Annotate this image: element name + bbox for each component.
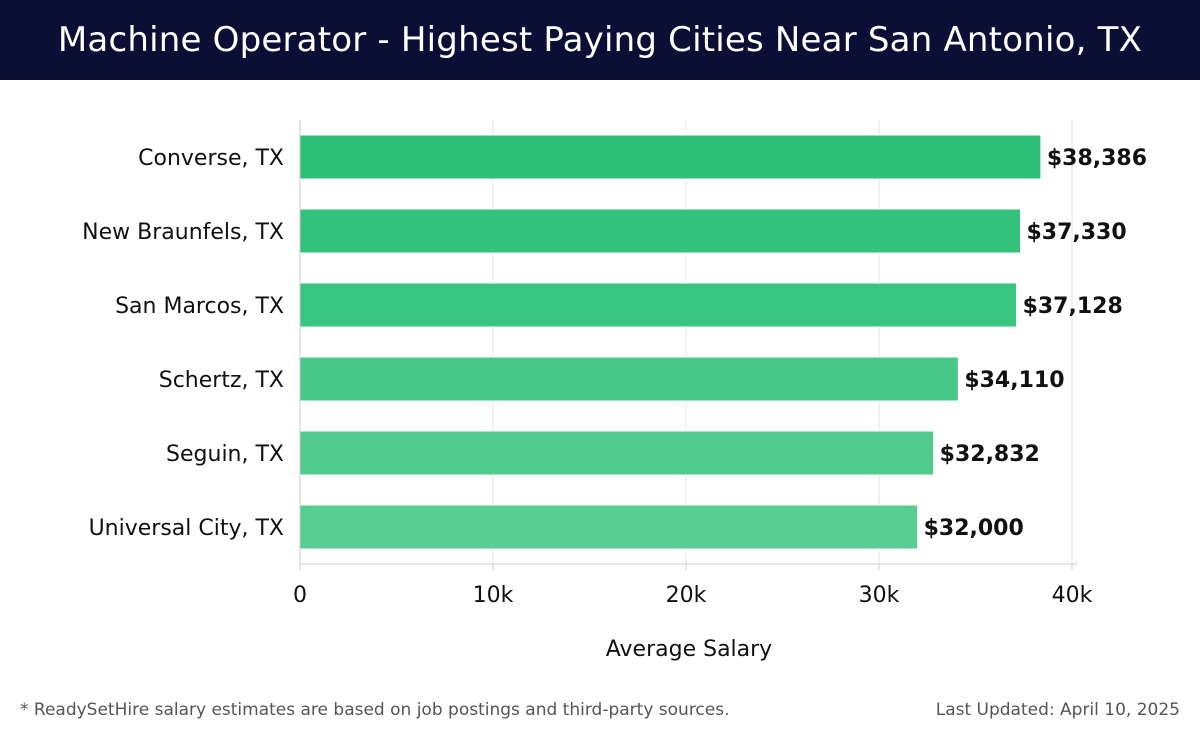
x-tick-label: 10k bbox=[473, 583, 514, 608]
grid-lines bbox=[299, 120, 1073, 564]
labels: Converse, TX $38,386 New Braunfels, TX $37,… bbox=[82, 146, 1147, 541]
chart-svg: 0 10k 20k 30k 40k Average Salary Converse, TX… bbox=[82, 120, 1147, 662]
footer-note: * ReadySetHire salary estimates are base… bbox=[20, 700, 730, 720]
value-label: $37,330 bbox=[1026, 220, 1126, 245]
x-tick-label: 30k bbox=[859, 583, 900, 608]
category-label: New Braunfels, TX bbox=[82, 220, 284, 245]
x-tick-label: 0 bbox=[293, 583, 307, 608]
last-updated: Last Updated: April 10, 2025 bbox=[935, 700, 1180, 720]
value-label: $32,832 bbox=[940, 442, 1040, 467]
bars bbox=[299, 134, 1042, 550]
chart-title: Machine Operator - Highest Paying Cities… bbox=[57, 20, 1143, 60]
value-label: $37,128 bbox=[1023, 294, 1123, 319]
category-label: San Marcos, TX bbox=[115, 294, 284, 319]
bar bbox=[299, 356, 959, 402]
category-label: Schertz, TX bbox=[159, 368, 284, 393]
value-label: $38,386 bbox=[1047, 146, 1147, 171]
x-axis-title: Average Salary bbox=[606, 637, 772, 662]
bar bbox=[299, 430, 935, 476]
bar bbox=[299, 134, 1042, 180]
bar-chart: 0 10k 20k 30k 40k Average Salary Converse, TX… bbox=[0, 80, 1200, 690]
category-label: Converse, TX bbox=[138, 146, 284, 171]
bar bbox=[299, 282, 1018, 328]
bar bbox=[299, 504, 919, 550]
x-tick-label: 40k bbox=[1052, 583, 1093, 608]
value-label: $34,110 bbox=[964, 368, 1064, 393]
bar bbox=[299, 208, 1021, 254]
header-bar: Machine Operator - Highest Paying Cities… bbox=[0, 0, 1200, 80]
x-tick-label: 20k bbox=[666, 583, 707, 608]
axes: 0 10k 20k 30k 40k Average Salary bbox=[293, 120, 1093, 662]
category-label: Seguin, TX bbox=[166, 442, 284, 467]
category-label: Universal City, TX bbox=[89, 516, 284, 541]
value-label: $32,000 bbox=[924, 516, 1024, 541]
